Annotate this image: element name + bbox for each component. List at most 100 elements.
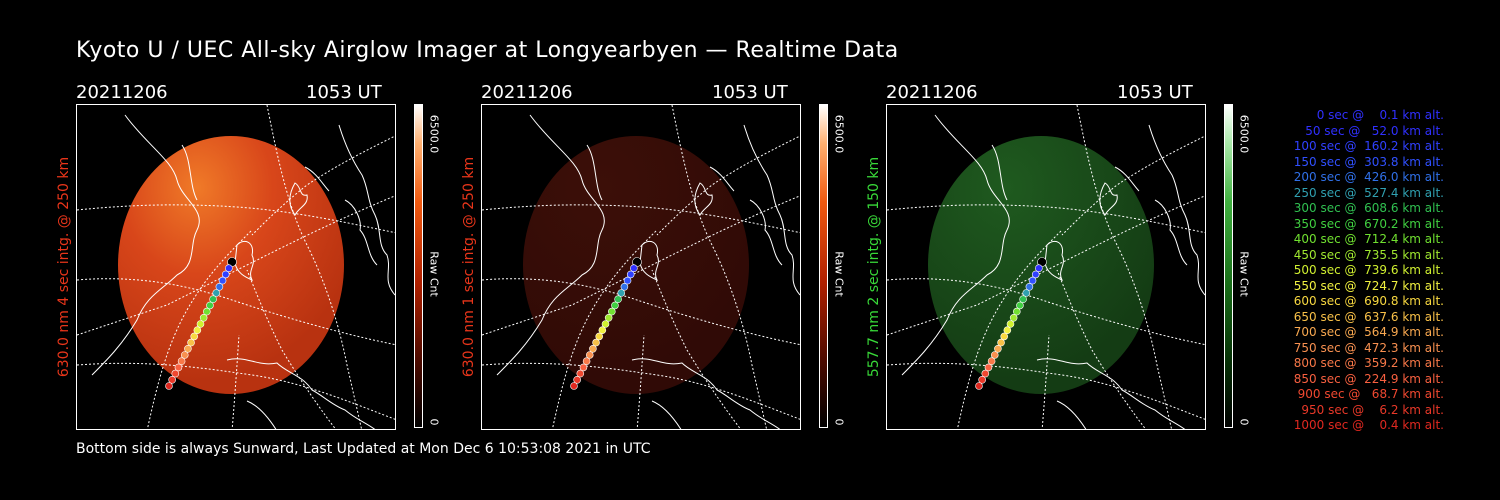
trajectory-point [598, 326, 607, 334]
trajectory-point [1028, 276, 1037, 285]
trajectory-point [604, 314, 613, 322]
legend-entry: 200 sec @ 426.0 km alt. [1293, 170, 1444, 184]
trajectory-point [614, 295, 622, 303]
trajectory-point [617, 289, 626, 297]
allsky-image [76, 104, 396, 430]
trajectory-point [1031, 270, 1040, 279]
trajectory-point [190, 332, 198, 341]
panel-ylabel: 630.0 nm 4 sec intg. @ 250 km [56, 156, 72, 378]
trajectory-point [174, 363, 183, 372]
trajectory-point [177, 357, 186, 366]
panel-time: 1053 UT [1117, 82, 1193, 103]
panel-date: 20211206 [886, 82, 978, 103]
trajectory-point [1003, 326, 1012, 334]
trajectory-point [196, 320, 205, 328]
trajectory-point [981, 369, 990, 378]
trajectory-point [978, 375, 986, 384]
trajectory-point [623, 276, 632, 285]
trajectory-point [585, 351, 594, 359]
trajectory-point [1016, 301, 1024, 310]
grid-lines [482, 105, 800, 429]
colorbar-min: 0 [832, 418, 846, 426]
trajectory-point [579, 363, 588, 372]
colorbar [819, 104, 828, 428]
trajectory-point [570, 382, 578, 390]
trajectory-point [576, 369, 585, 378]
legend-entry: 250 sec @ 527.4 km alt. [1293, 185, 1444, 200]
trajectory-point [990, 351, 999, 359]
trajectory-point [608, 307, 616, 316]
colorbar-max: 6500.0 [427, 114, 441, 154]
legend-entry: 700 sec @ 564.9 km alt. [1293, 325, 1444, 339]
legend-entry: 850 sec @ 224.9 km alt. [1293, 371, 1444, 386]
colorbar [1224, 104, 1233, 428]
colorbar-min: 0 [1237, 418, 1251, 426]
trajectory-point [611, 301, 619, 310]
colorbar-max: 6500.0 [832, 114, 846, 154]
trajectory-point [620, 283, 629, 291]
panel-ylabel: 557.7 nm 2 sec intg. @ 150 km [866, 156, 882, 378]
trajectory-point [984, 363, 993, 372]
trajectory-point [1000, 332, 1008, 341]
colorbar-labels: 6500.0 Raw Cnt 0 [426, 104, 442, 430]
trajectory-point [193, 326, 202, 334]
trajectory-point [592, 338, 600, 347]
trajectory-point [225, 264, 233, 272]
trajectory-point [589, 345, 597, 353]
trajectory-point [218, 276, 227, 285]
trajectory-point [212, 289, 221, 297]
allsky-image [886, 104, 1206, 430]
panel-time: 1053 UT [712, 82, 788, 103]
trajectory-point [168, 375, 176, 384]
colorbar-title: Raw Cnt [832, 251, 846, 297]
map-overlay [496, 114, 800, 429]
colorbar-title: Raw Cnt [1237, 251, 1251, 297]
legend-entry: 0 sec @ 0.1 km alt. [1316, 108, 1444, 122]
trajectory-point [1019, 295, 1027, 303]
colorbar [414, 104, 423, 428]
grid-lines [887, 105, 1205, 429]
legend-entry: 900 sec @ 68.7 km alt. [1297, 387, 1444, 401]
legend-entry: 400 sec @ 712.4 km alt. [1293, 232, 1444, 246]
trajectory-point [1022, 289, 1031, 297]
footer-status: Bottom side is always Sunward, Last Upda… [76, 441, 651, 457]
colorbar-labels: 6500.0 Raw Cnt 0 [1236, 104, 1252, 430]
trajectory-point [199, 314, 208, 322]
trajectory-point [595, 332, 603, 341]
legend-entry: 550 sec @ 724.7 km alt. [1293, 278, 1444, 293]
legend-entry: 50 sec @ 52.0 km alt. [1305, 123, 1444, 138]
legend-entry: 750 sec @ 472.3 km alt. [1293, 340, 1444, 355]
panel-ylabel: 630.0 nm 1 sec intg. @ 250 km [461, 156, 477, 378]
trajectory-point [165, 382, 173, 390]
trajectory-point [180, 351, 189, 359]
trajectory-point [630, 264, 638, 272]
legend-entry: 650 sec @ 637.6 km alt. [1293, 309, 1444, 324]
trajectory-point [203, 307, 211, 316]
trajectory-point [1006, 320, 1015, 328]
legend-entry: 1000 sec @ 0.4 km alt. [1293, 418, 1444, 432]
trajectory-point [187, 338, 195, 347]
page-title: Kyoto U / UEC All-sky Airglow Imager at … [76, 38, 899, 63]
legend-entry: 600 sec @ 690.8 km alt. [1293, 294, 1444, 308]
trajectory [165, 257, 237, 390]
trajectory-point [987, 357, 996, 366]
trajectory-point [997, 338, 1005, 347]
trajectory-point [171, 369, 180, 378]
trajectory [975, 257, 1047, 390]
legend-entry: 500 sec @ 739.6 km alt. [1293, 263, 1444, 277]
trajectory-point [582, 357, 591, 366]
trajectory-point [975, 382, 983, 390]
legend-entry: 800 sec @ 359.2 km alt. [1293, 356, 1444, 370]
legend-entry: 350 sec @ 670.2 km alt. [1293, 216, 1444, 231]
legend-entry: 100 sec @ 160.2 km alt. [1293, 139, 1444, 153]
altitude-legend: 0 sec @ 0.1 km alt. 50 sec @ 52.0 km alt… [1262, 108, 1444, 434]
trajectory-point [215, 283, 224, 291]
trajectory-point [994, 345, 1002, 353]
trajectory-point [1013, 307, 1021, 316]
legend-entry: 150 sec @ 303.8 km alt. [1293, 154, 1444, 169]
trajectory-point [221, 270, 230, 279]
colorbar-title: Raw Cnt [427, 251, 441, 297]
trajectory-point [601, 320, 610, 328]
trajectory-point [573, 375, 581, 384]
trajectory-point [206, 301, 214, 310]
